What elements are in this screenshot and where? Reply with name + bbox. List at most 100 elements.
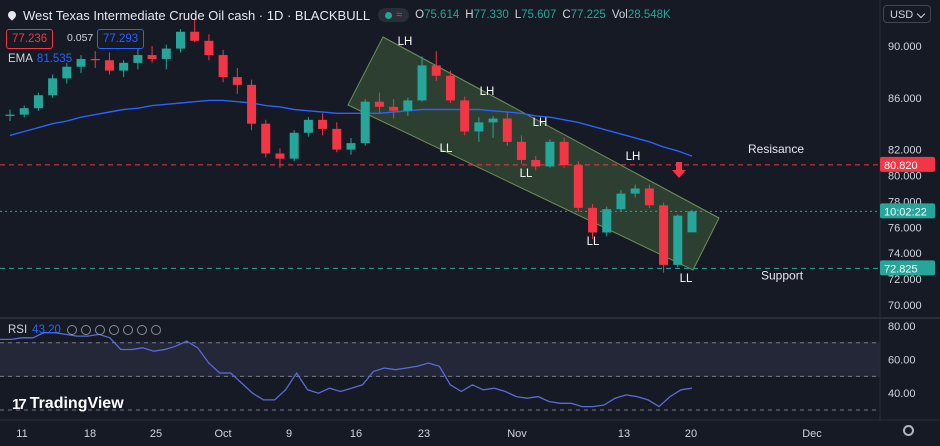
candle [90, 51, 100, 69]
lower-high-label: LH [626, 151, 641, 163]
market-status-chip[interactable]: ≈ [378, 8, 410, 22]
price-tick-label: 82.000 [888, 145, 922, 157]
lower-high-label: LH [398, 36, 413, 48]
candle [431, 51, 441, 81]
sell-button[interactable]: 77.236 [6, 29, 54, 49]
candle-body [403, 100, 413, 111]
candle [389, 99, 399, 119]
candle [374, 92, 384, 114]
candle [445, 70, 455, 103]
candle [190, 18, 200, 43]
time-tick-label: 9 [286, 428, 292, 440]
candle [218, 49, 228, 83]
down-arrow-icon [672, 162, 686, 178]
tradingview-logo[interactable]: 17 TradingView [12, 395, 124, 413]
time-tick-label: 23 [418, 428, 430, 440]
candle [559, 137, 569, 168]
currency-select[interactable]: USD [883, 5, 931, 23]
candle [630, 184, 640, 198]
low-label: L [514, 9, 522, 21]
chart-header: West Texas Intermediate Crude Oil cash ·… [6, 6, 671, 24]
price-tick-label: 70.000 [888, 300, 922, 312]
delete-icon[interactable] [136, 325, 147, 335]
candle-body [389, 106, 399, 111]
close-value: 77.225 [570, 9, 606, 21]
candle-body [616, 193, 626, 210]
candle [602, 206, 612, 237]
ema-legend[interactable]: EMA 81.535 [8, 53, 72, 65]
candle-body [502, 118, 512, 142]
buy-button[interactable]: 77.293 [97, 29, 145, 49]
candle [261, 119, 271, 158]
rsi-value: 43.20 [32, 324, 61, 336]
candle [19, 105, 29, 118]
eye-icon[interactable] [66, 325, 77, 335]
candle [33, 92, 43, 111]
time-tick-label: 25 [150, 428, 162, 440]
lower-low-label: LL [440, 143, 453, 155]
close-icon[interactable] [108, 325, 119, 335]
candle-body [545, 141, 555, 167]
lower-low-label: LL [587, 236, 600, 248]
candle [76, 55, 86, 74]
price-tick-label: 74.000 [888, 248, 922, 260]
candle-body [232, 77, 242, 85]
candle-body [190, 31, 200, 41]
candle [460, 96, 470, 136]
candle [488, 115, 498, 138]
candle-body [48, 78, 58, 96]
more-icon[interactable] [122, 325, 133, 335]
rsi-tick-label: 60.00 [888, 355, 916, 367]
candle-body [33, 95, 43, 109]
candle-body [644, 188, 654, 206]
candle [573, 161, 583, 212]
logo-text: TradingView [29, 395, 124, 412]
candle-body [588, 207, 598, 233]
candle-body [673, 215, 683, 265]
chevron-down-icon [916, 9, 926, 19]
ema-value: 81.535 [36, 53, 73, 65]
candle [360, 99, 370, 146]
settings-icon[interactable] [80, 325, 91, 335]
countdown-tag [880, 203, 935, 219]
candle [318, 113, 328, 136]
source-icon[interactable] [94, 325, 105, 335]
candle-body [104, 60, 114, 71]
candle-body [19, 108, 29, 115]
resistance-price-text: 80.820 [884, 160, 918, 172]
candle [48, 74, 58, 98]
volume-label: Vol [611, 9, 628, 21]
candle-body [318, 119, 328, 129]
candle-body [517, 141, 526, 160]
rsi-legend[interactable]: RSI 43.20 [8, 324, 165, 336]
candle [275, 148, 285, 168]
candle-body [147, 55, 157, 59]
candle [644, 184, 654, 208]
candle-body [474, 122, 484, 132]
candle-body [687, 211, 697, 233]
candle-body [360, 101, 370, 144]
time-tick-label: Nov [507, 428, 527, 440]
candle-body [176, 31, 185, 49]
gear-icon[interactable] [903, 425, 914, 436]
candle [133, 48, 143, 70]
candle [417, 56, 427, 102]
candle-body [445, 75, 455, 101]
collapse-icon[interactable] [150, 325, 161, 335]
countdown-text: 10:02:22 [884, 206, 927, 218]
time-tick-label: Oct [214, 428, 231, 440]
candle [119, 60, 129, 78]
currency-value: USD [890, 9, 914, 21]
candle [531, 156, 541, 171]
candle-body [275, 153, 285, 159]
candle-body [247, 84, 257, 124]
candle-body [659, 205, 669, 265]
time-tick-label: 18 [84, 428, 96, 440]
price-tick-label: 86.000 [888, 93, 922, 105]
candle [474, 117, 484, 142]
symbol-title[interactable]: West Texas Intermediate Crude Oil cash ·… [23, 7, 371, 23]
candle-body [488, 118, 498, 123]
candle [659, 202, 669, 273]
